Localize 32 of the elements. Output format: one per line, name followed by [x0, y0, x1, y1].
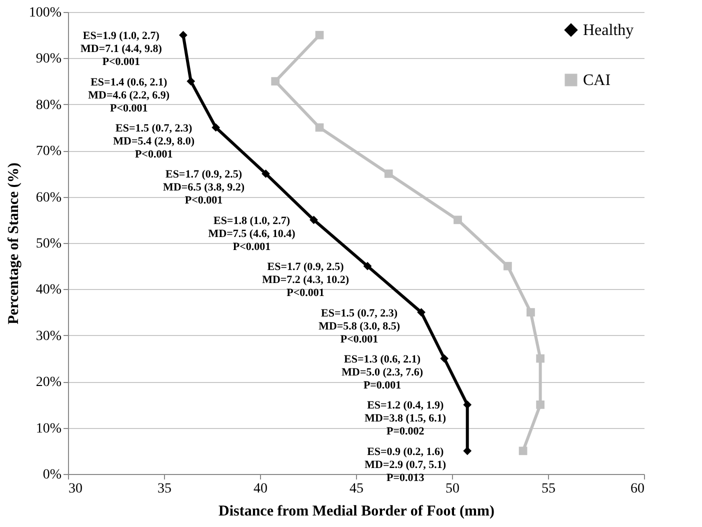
x-tick-label: 30: [68, 482, 82, 496]
y-tick-label: 10%: [36, 421, 62, 436]
x-tick-label: 50: [446, 482, 460, 496]
x-tick-label: 55: [542, 482, 556, 496]
x-tick-label: 35: [158, 482, 172, 496]
y-tick-label: 80%: [36, 98, 62, 113]
y-tick-label: 40%: [36, 282, 62, 298]
y-axis-title: Percentage of Stance (%): [6, 162, 22, 324]
y-tick-label: 20%: [36, 375, 62, 390]
annotation: ES=1.4 (0.6, 2.1) MD=4.6 (2.2, 6.9) P<0.001: [88, 76, 170, 114]
annotation: ES=0.9 (0.2, 1.6) MD=2.9 (0.7, 5.1) P=0.013: [364, 446, 446, 484]
annotation: ES=1.3 (0.6, 2.1) MD=5.0 (2.3, 7.6) P=0.001: [342, 354, 424, 392]
annotation: ES=1.7 (0.9, 2.5) MD=7.2 (4.3, 10.2) P<0.001: [262, 261, 350, 300]
x-axis-title: Distance from Medial Border of Foot (mm): [218, 504, 495, 520]
annotation: ES=1.8 (1.0, 2.7) MD=7.5 (4.6, 10.4) P<0.001: [208, 214, 296, 253]
y-tick-label: 90%: [36, 52, 62, 67]
annotation: ES=1.2 (0.4, 1.9) MD=3.8 (1.5, 6.1) P=0.002: [364, 400, 446, 438]
y-tick-label: 50%: [36, 236, 62, 252]
y-tick-label: 0%: [42, 468, 62, 482]
annotation: ES=1.9 (1.0, 2.7) MD=7.1 (4.4, 9.8) P<0.001: [80, 30, 162, 68]
y-tick-label: 70%: [36, 144, 62, 160]
annotation: ES=1.5 (0.7, 2.3) MD=5.8 (3.0, 8.5) P<0.001: [318, 307, 400, 346]
x-tick-label: 45: [350, 482, 364, 496]
annotation: ES=1.7 (0.9, 2.5) MD=6.5 (3.8, 9.2) P<0.001: [163, 168, 245, 207]
y-tick-label: 30%: [36, 328, 62, 344]
legend-label: CAI: [583, 72, 611, 89]
legend-label: Healthy: [583, 22, 634, 39]
x-tick-label: 40: [254, 482, 268, 496]
annotation: ES=1.5 (0.7, 2.3) MD=5.4 (2.9, 8.0) P<0.001: [113, 122, 195, 160]
x-tick-label: 60: [630, 482, 644, 496]
y-tick-label: 100%: [28, 6, 62, 20]
y-tick-label: 60%: [36, 190, 62, 206]
